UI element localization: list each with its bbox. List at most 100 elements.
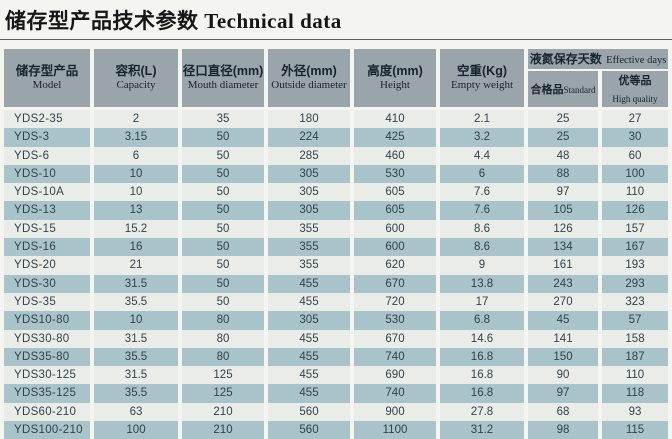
model-cell: YDS30-80	[4, 329, 90, 348]
height-cell: 530	[354, 311, 436, 330]
mouth-cell: 50	[182, 146, 264, 165]
outside-cell: 455	[268, 384, 350, 403]
height-cell: 670	[354, 274, 436, 293]
column-header-outside-diameter: 外径(mm) Outside diameter	[268, 49, 350, 110]
mouth-cell: 50	[182, 128, 264, 147]
capacity-cell: 10	[94, 164, 178, 184]
height-cell: 530	[354, 164, 436, 184]
weight-cell: 9	[440, 256, 524, 275]
model-cell: YDS-16	[4, 238, 90, 257]
standard-cell: 134	[528, 238, 598, 257]
weight-cell: 8.6	[440, 238, 524, 257]
outside-cell: 224	[268, 128, 350, 147]
mouth-cell: 50	[182, 292, 264, 312]
capacity-cell: 100	[94, 421, 178, 439]
title-divider	[0, 39, 672, 40]
table-row: YDS-3 3.15 50 224 425 3.2 25 30	[4, 128, 668, 147]
model-cell: YDS-6	[4, 146, 90, 165]
high_quality-cell: 27	[602, 110, 668, 129]
mouth-cell: 50	[182, 238, 264, 257]
standard-cell: 150	[528, 347, 598, 367]
height-cell: 720	[354, 292, 436, 312]
column-header-mouth-diameter: 径口直径(mm) Mouth diameter	[182, 49, 264, 110]
model-cell: YDS-10	[4, 164, 90, 184]
capacity-cell: 35.5	[94, 347, 178, 367]
height-cell: 605	[354, 183, 436, 202]
mouth-cell: 50	[182, 201, 264, 220]
table-row: YDS30-80 31.5 80 455 670 14.6 141 158	[4, 329, 668, 348]
header-zh-label: 高度(mm)	[367, 64, 423, 78]
model-cell: YDS-35	[4, 292, 90, 312]
mouth-cell: 80	[182, 311, 264, 330]
high_quality-cell: 157	[602, 219, 668, 239]
capacity-cell: 13	[94, 201, 178, 220]
weight-cell: 14.6	[440, 329, 524, 348]
height-cell: 900	[354, 402, 436, 422]
standard-cell: 48	[528, 146, 598, 165]
model-cell: YDS2-35	[4, 110, 90, 129]
header-en-label: Capacity	[116, 79, 156, 91]
header-zh-label: 容积(L)	[115, 64, 157, 78]
height-cell: 620	[354, 256, 436, 275]
header-en-label: Mouth diameter	[187, 79, 259, 91]
mouth-cell: 50	[182, 164, 264, 184]
standard-cell: 105	[528, 201, 598, 220]
outside-cell: 180	[268, 110, 350, 129]
standard-cell: 97	[528, 384, 598, 403]
capacity-cell: 6	[94, 146, 178, 165]
standard-cell: 243	[528, 274, 598, 293]
capacity-cell: 10	[94, 311, 178, 330]
subheader-zh-label: 优等品	[618, 75, 652, 87]
weight-cell: 8.6	[440, 219, 524, 239]
mouth-cell: 210	[182, 402, 264, 422]
weight-cell: 2.1	[440, 110, 524, 129]
standard-cell: 141	[528, 329, 598, 348]
weight-cell: 16.8	[440, 347, 524, 367]
table-row: YDS-15 15.2 50 355 600 8.6 126 157	[4, 219, 668, 239]
model-cell: YDS-3	[4, 128, 90, 147]
table-row: YDS-16 16 50 355 600 8.6 134 167	[4, 238, 668, 257]
high_quality-cell: 110	[602, 366, 668, 385]
standard-cell: 98	[528, 421, 598, 439]
model-cell: YDS60-210	[4, 402, 90, 422]
capacity-cell: 21	[94, 256, 178, 275]
table-row: YDS35-80 35.5 80 455 740 16.8 150 187	[4, 347, 668, 367]
model-cell: YDS-20	[4, 256, 90, 275]
standard-cell: 68	[528, 402, 598, 422]
height-cell: 605	[354, 201, 436, 220]
column-subheader-standard: 合格品Standard	[528, 71, 598, 110]
column-subheader-high-quality: 优等品 High quality	[602, 71, 668, 110]
high_quality-cell: 193	[602, 256, 668, 275]
weight-cell: 17	[440, 292, 524, 312]
header-en-label: Height	[380, 79, 410, 91]
model-cell: YDS-15	[4, 219, 90, 239]
capacity-cell: 2	[94, 110, 178, 129]
weight-cell: 6	[440, 164, 524, 184]
capacity-cell: 31.5	[94, 329, 178, 348]
header-zh-label: 外径(mm)	[281, 64, 337, 78]
outside-cell: 305	[268, 183, 350, 202]
model-cell: YDS100-210	[4, 421, 90, 439]
standard-cell: 88	[528, 164, 598, 184]
height-cell: 740	[354, 347, 436, 367]
column-header-empty-weight: 空重(Kg) Empty weight	[440, 49, 524, 110]
outside-cell: 355	[268, 219, 350, 239]
mouth-cell: 125	[182, 366, 264, 385]
table-body: YDS2-35 2 35 180 410 2.1 25 27 YDS-3 3.15 50 224 425…	[4, 110, 668, 439]
height-cell: 740	[354, 384, 436, 403]
mouth-cell: 50	[182, 219, 264, 239]
weight-cell: 16.8	[440, 366, 524, 385]
mouth-cell: 35	[182, 110, 264, 129]
standard-cell: 97	[528, 183, 598, 202]
height-cell: 460	[354, 146, 436, 165]
outside-cell: 455	[268, 366, 350, 385]
table-row: YDS10-80 10 80 305 530 6.8 45 57	[4, 311, 668, 330]
header-en-label: Outside diameter	[271, 79, 347, 91]
technical-data-table: 储存型产品 Model 容积(L) Capacity 径口直径(mm) Mout…	[0, 49, 672, 439]
high_quality-cell: 100	[602, 164, 668, 184]
outside-cell: 305	[268, 201, 350, 220]
group-header-zh-label: 液氮保存天数	[529, 52, 602, 66]
outside-cell: 305	[268, 164, 350, 184]
weight-cell: 16.8	[440, 384, 524, 403]
table-row: YDS-10A 10 50 305 605 7.6 97 110	[4, 183, 668, 202]
